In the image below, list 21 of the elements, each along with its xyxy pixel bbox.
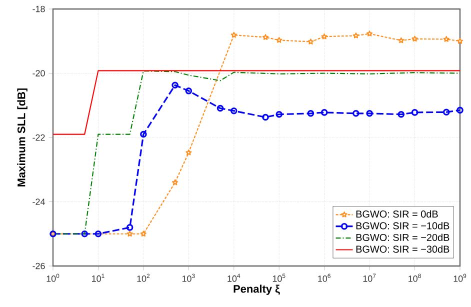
x-tick-label: 10$^{5}$ [272, 274, 286, 282]
x-tick-label: 10$^{0}$ [46, 274, 60, 282]
x-axis-title: Penalty ξ [234, 284, 280, 295]
y-tick-label: -26 [32, 262, 45, 270]
legend-label: BGWO: SIR = −20dB [356, 234, 450, 242]
x-tick-label: 10$^{9}$ [454, 274, 466, 282]
x-tick-label: 10$^{6}$ [318, 274, 330, 282]
legend-label: BGWO: SIR = −10dB [356, 222, 450, 230]
legend-label: BGWO: SIR = −30dB [356, 245, 450, 253]
x-tick-label: 10$^{2}$ [137, 274, 150, 282]
legend-label: BGWO: SIR = 0dB [356, 210, 438, 218]
x-tick-label: 10$^{7}$ [363, 274, 376, 282]
x-tick-label: 10$^{1}$ [92, 274, 104, 282]
y-tick-label: -24 [32, 198, 45, 205]
x-tick-label: 10$^{8}$ [408, 274, 421, 282]
x-tick-label: 10$^{4}$ [228, 274, 240, 282]
x-tick-label: 10$^{3}$ [182, 274, 195, 282]
y-tick-label: -18 [32, 6, 45, 12]
y-tick-label: -22 [32, 134, 45, 141]
y-axis-title: Maximum SLL [dB] [17, 88, 28, 186]
y-tick-label: -20 [32, 70, 45, 76]
